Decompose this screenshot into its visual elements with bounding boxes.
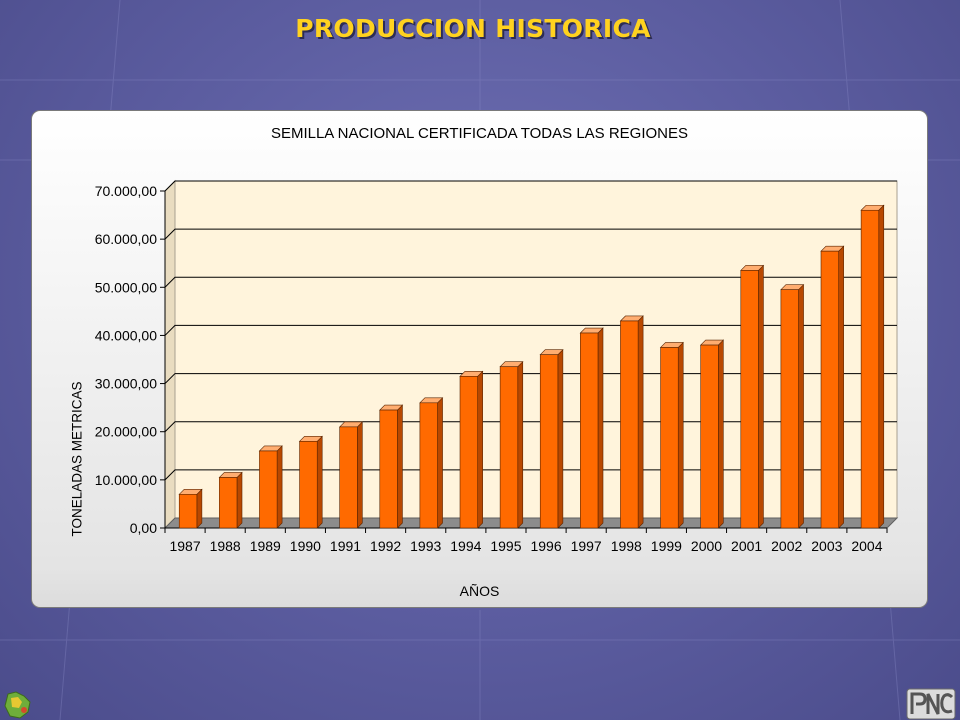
gridline <box>164 180 897 192</box>
bar-side <box>236 471 243 529</box>
x-tick-label: 2001 <box>731 538 762 554</box>
bar-side <box>517 360 524 529</box>
bar-front <box>660 347 679 529</box>
gridline <box>164 228 897 240</box>
gridline <box>164 469 897 481</box>
bar-front <box>539 354 559 529</box>
x-tick-label: 1997 <box>571 538 602 554</box>
bar-front <box>419 402 438 529</box>
y-tick-label: 40.000,00 <box>95 327 157 343</box>
bar-1993 <box>419 397 444 529</box>
bar-side <box>477 370 483 529</box>
x-tick-label: 2003 <box>811 538 842 554</box>
bar-front <box>299 441 318 529</box>
bar-2004 <box>860 204 885 529</box>
x-tick-label: 2000 <box>691 538 722 554</box>
y-tick-label: 70.000,00 <box>95 183 157 199</box>
bar-front <box>820 250 839 529</box>
bar-1998 <box>619 315 644 529</box>
bar-side <box>718 339 724 529</box>
gridline <box>164 421 897 433</box>
bar-front <box>740 270 759 529</box>
bar-side <box>637 315 644 529</box>
bar-2000 <box>699 339 725 529</box>
x-tick-label: 1992 <box>370 538 401 554</box>
bar-front <box>620 320 639 529</box>
bar-side <box>557 348 564 529</box>
bar-front <box>499 366 519 529</box>
x-tick-label: 1998 <box>611 538 642 554</box>
bar-front <box>580 332 599 529</box>
bar-front <box>379 409 398 529</box>
bar-side <box>838 245 844 529</box>
bar-1991 <box>338 421 364 529</box>
slide-title: PRODUCCION HISTORICA <box>295 14 651 43</box>
bar-front <box>780 289 799 529</box>
x-tick-label: 2002 <box>771 538 802 554</box>
bar-front <box>339 426 358 529</box>
bar-side <box>357 421 363 529</box>
bar-side <box>316 435 323 529</box>
x-tick-label: 1989 <box>250 538 281 554</box>
y-tick-label: 30.000,00 <box>95 376 157 392</box>
bar-1994 <box>459 370 484 529</box>
y-tick-label: 20.000,00 <box>95 424 157 440</box>
bar-2003 <box>820 245 845 529</box>
bar-1988 <box>218 471 243 529</box>
pnc-logo <box>906 688 956 720</box>
x-tick-label: 1987 <box>169 538 200 554</box>
bar-side <box>597 327 604 529</box>
x-tick-label: 1993 <box>410 538 441 554</box>
x-tick-label: 1999 <box>651 538 682 554</box>
bar-front <box>860 209 880 529</box>
bar-1995 <box>499 360 524 529</box>
bar-side <box>196 488 203 529</box>
bar-1999 <box>659 341 684 529</box>
gridline <box>164 276 897 288</box>
bar-1990 <box>298 435 323 529</box>
x-tick-label: 1991 <box>330 538 361 554</box>
bar-side <box>878 204 885 529</box>
x-tick-label: 1988 <box>210 538 241 554</box>
bar-1987 <box>178 488 203 529</box>
y-tick-label: 10.000,00 <box>95 472 157 488</box>
y-tick-label: 50.000,00 <box>95 279 157 295</box>
gridline <box>164 324 897 336</box>
bar-side <box>276 445 283 529</box>
gridline <box>164 373 897 384</box>
chart-side-wall <box>164 179 176 530</box>
chart-title: SEMILLA NACIONAL CERTIFICADA TODAS LAS R… <box>270 125 689 142</box>
x-tick-label: 1994 <box>450 538 481 554</box>
x-tick-label: 2004 <box>851 538 882 554</box>
bar-2001 <box>740 264 765 529</box>
bar-1997 <box>579 327 604 529</box>
bar-front <box>259 450 278 529</box>
bar-front <box>700 344 719 529</box>
bar-front <box>178 493 198 529</box>
bar-side <box>397 404 403 529</box>
y-tick-label: 60.000,00 <box>95 231 157 247</box>
bar-1989 <box>258 445 283 529</box>
chart-panel: SEMILLA NACIONAL CERTIFICADA TODAS LAS R… <box>31 110 928 608</box>
bolivia-map-logo <box>4 691 31 719</box>
x-tick-label: 1996 <box>530 538 561 554</box>
bar-side <box>437 397 443 529</box>
x-tick-label: 1995 <box>490 538 521 554</box>
bar-1992 <box>379 404 404 529</box>
y-tick-label: 0,00 <box>130 520 157 536</box>
bar-side <box>758 264 764 529</box>
bar-2002 <box>780 283 805 529</box>
bar-side <box>677 341 684 529</box>
bar-front <box>459 376 478 529</box>
bar-chart: 0,00 10.000,00 20.000,00 30.000,00 40.000,00… <box>95 179 899 554</box>
bar-1996 <box>539 348 564 529</box>
x-axis-label: AÑOS <box>459 583 500 599</box>
x-tick-label: 1990 <box>290 538 321 554</box>
bar-side <box>798 283 804 529</box>
bar-front <box>219 477 238 529</box>
